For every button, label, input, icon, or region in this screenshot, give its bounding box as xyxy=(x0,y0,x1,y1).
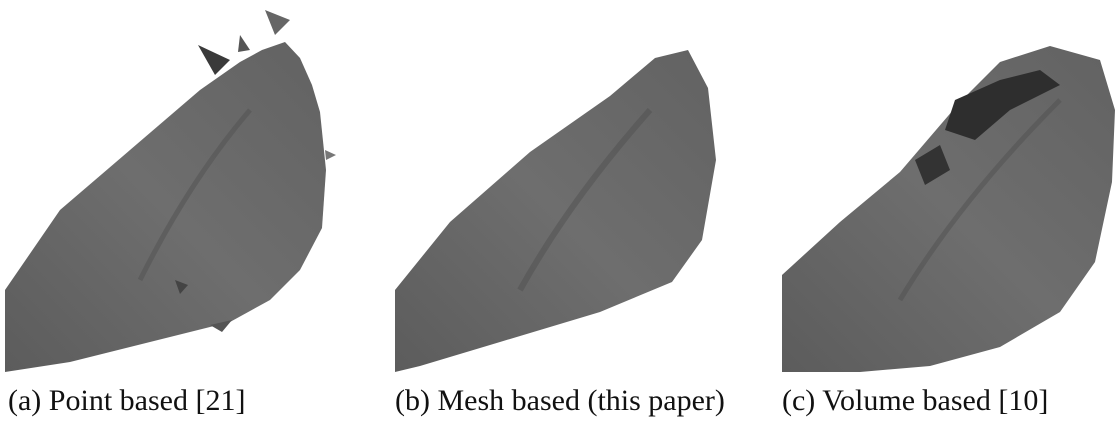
caption: (c) Volume based [10] xyxy=(782,383,1048,419)
mesh-based-render xyxy=(395,50,716,372)
point-based-render xyxy=(5,10,336,372)
volume-based-render xyxy=(782,46,1115,372)
caption: (b) Mesh based (this paper) xyxy=(395,383,725,419)
figure: (a) Point based [21] (b) Mesh based (thi… xyxy=(0,0,1117,421)
caption: (a) Point based [21] xyxy=(8,383,245,419)
figure-images xyxy=(0,0,1117,380)
